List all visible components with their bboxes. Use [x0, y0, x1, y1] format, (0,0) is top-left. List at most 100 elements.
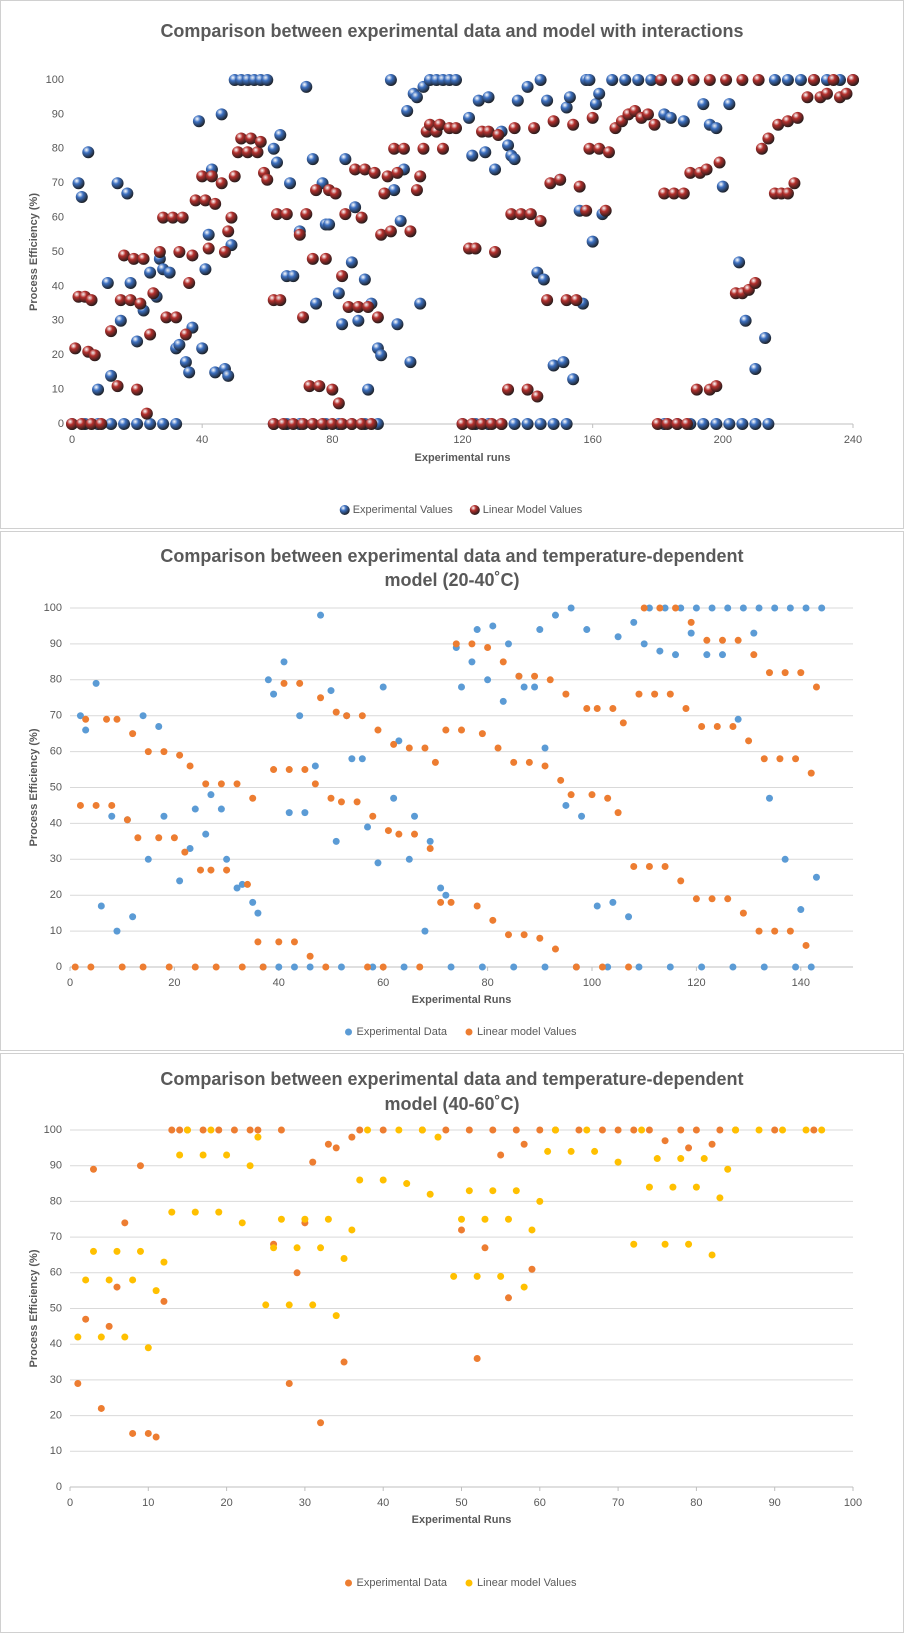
data-point — [285, 809, 293, 817]
data-point — [645, 74, 658, 86]
data-point — [567, 1147, 575, 1155]
data-point — [700, 1155, 708, 1163]
data-point — [449, 122, 462, 135]
data-point — [840, 87, 853, 100]
data-point — [332, 287, 345, 300]
data-point — [371, 311, 384, 324]
data-point — [447, 963, 455, 971]
data-point — [384, 74, 397, 86]
data-point — [271, 208, 284, 221]
data-point — [218, 246, 231, 258]
data-point — [485, 418, 498, 430]
data-point — [580, 204, 593, 217]
data-point — [352, 314, 365, 327]
data-point — [669, 1183, 677, 1191]
data-point — [528, 122, 541, 135]
data-point — [136, 1162, 144, 1170]
data-point — [473, 902, 481, 910]
data-point — [703, 74, 716, 86]
data-point — [88, 349, 101, 362]
data-point — [384, 225, 397, 238]
x-tick-label: 140 — [792, 977, 810, 989]
data-point — [249, 794, 257, 802]
x-tick-label: 30 — [299, 1497, 311, 1509]
data-point — [310, 297, 323, 310]
legend-label: Experimental Data — [357, 1577, 448, 1589]
data-point — [165, 963, 173, 971]
data-point — [233, 780, 241, 788]
data-point — [544, 177, 557, 190]
data-point — [82, 715, 90, 723]
data-point — [297, 418, 310, 430]
y-tick-label: 0 — [58, 418, 64, 430]
data-point — [144, 1429, 152, 1437]
data-point — [508, 418, 521, 430]
data-point — [230, 1126, 238, 1134]
data-point — [442, 726, 450, 734]
data-point — [794, 74, 807, 86]
data-point — [401, 104, 414, 117]
chart-title: Comparison between experimental data and… — [160, 1069, 743, 1089]
data-point — [95, 418, 108, 430]
data-point — [118, 963, 126, 971]
data-point — [497, 1151, 505, 1159]
data-point — [593, 87, 606, 100]
data-point — [791, 111, 804, 124]
data-point — [101, 276, 114, 289]
data-point — [111, 380, 124, 393]
data-point — [489, 622, 497, 630]
data-point — [648, 118, 661, 131]
data-point — [209, 197, 222, 210]
data-point — [755, 927, 763, 935]
data-point — [635, 963, 643, 971]
data-point — [482, 91, 495, 104]
data-point — [222, 369, 235, 382]
data-point — [478, 963, 486, 971]
data-point — [802, 941, 810, 949]
data-point — [551, 945, 559, 953]
data-point — [199, 1151, 207, 1159]
data-point — [525, 758, 533, 766]
data-point — [114, 294, 127, 307]
data-point — [685, 1240, 693, 1248]
data-point — [807, 74, 820, 86]
data-point — [664, 111, 677, 124]
data-point — [567, 604, 575, 612]
data-point — [431, 758, 439, 766]
data-point — [311, 780, 319, 788]
data-point — [105, 1322, 113, 1330]
data-point — [687, 74, 700, 86]
data-point — [497, 1272, 505, 1280]
data-point — [207, 1126, 215, 1134]
data-point — [157, 211, 170, 224]
data-point — [437, 898, 445, 906]
data-point — [72, 177, 85, 190]
data-point — [456, 418, 469, 430]
data-point — [560, 294, 573, 307]
data-point — [672, 651, 680, 659]
data-point — [476, 418, 489, 430]
data-point — [734, 636, 742, 644]
data-point — [285, 1301, 293, 1309]
data-point — [687, 629, 695, 637]
data-point — [261, 74, 274, 86]
data-point — [779, 1126, 787, 1134]
data-point — [653, 1155, 661, 1163]
data-point — [515, 672, 523, 680]
data-point — [300, 208, 313, 221]
data-point — [563, 91, 576, 104]
data-point — [379, 963, 387, 971]
data-point — [786, 604, 794, 612]
legend-marker — [345, 1579, 353, 1587]
data-point — [238, 1219, 246, 1227]
y-tick-label: 90 — [50, 638, 62, 650]
data-point — [820, 87, 833, 100]
data-point — [645, 1126, 653, 1134]
data-point — [442, 1126, 450, 1134]
data-point — [349, 201, 362, 214]
data-point — [551, 1126, 559, 1134]
data-point — [300, 80, 313, 93]
data-point — [807, 963, 815, 971]
data-point — [332, 1312, 340, 1320]
data-point — [349, 163, 362, 176]
